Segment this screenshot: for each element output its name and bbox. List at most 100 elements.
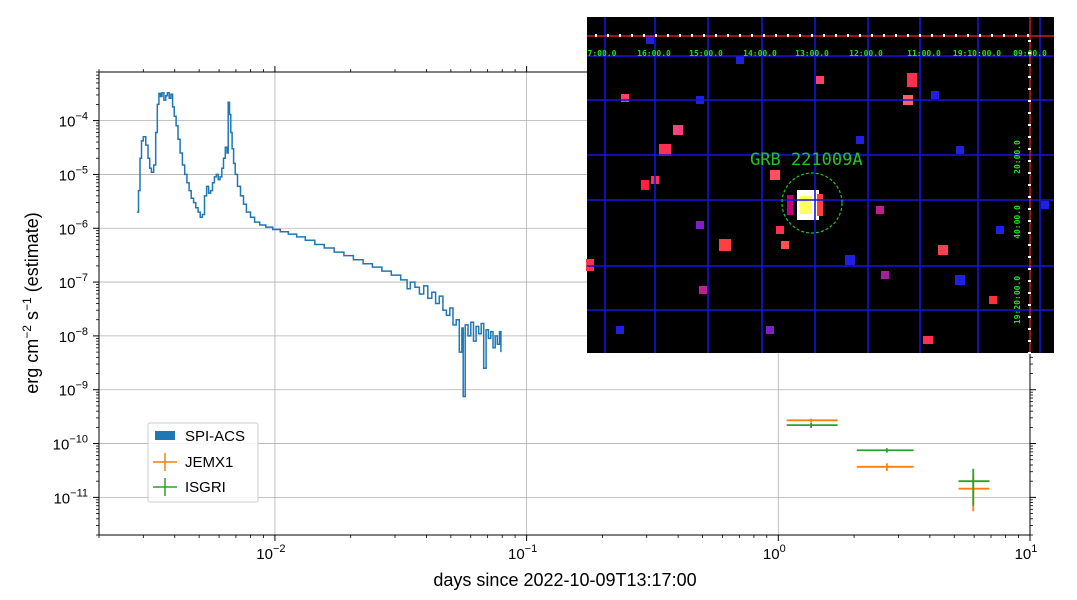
- inset-edge-tick: [1028, 196, 1031, 198]
- inset-pixel-blob: [989, 296, 997, 304]
- inset-edge-tick: [1028, 76, 1031, 78]
- inset-edge-tick: [847, 34, 849, 37]
- inset-edge-tick: [619, 34, 621, 37]
- legend-swatch-isgri: [153, 478, 177, 496]
- inset-edge-tick: [1028, 148, 1031, 150]
- y-label-mid: s: [22, 311, 42, 325]
- y-tick-label: 10−7: [59, 272, 88, 292]
- inset-edge-tick: [955, 34, 957, 37]
- errorbar-point-isgri: [958, 468, 990, 506]
- inset-edge-tick: [1028, 244, 1031, 246]
- x-tick-label: 10−1: [508, 543, 537, 563]
- legend-label-jemx1: JEMX1: [185, 454, 233, 471]
- legend-label-spi-acs: SPI-ACS: [185, 428, 245, 445]
- x-tick-label: 10−2: [256, 543, 285, 563]
- inset-ra-label: 13:00.0: [795, 49, 829, 58]
- inset-edge-tick: [631, 34, 633, 37]
- inset-pixel-blob: [586, 259, 594, 271]
- legend-box: [147, 422, 259, 503]
- inset-pixel-blob: [781, 241, 789, 249]
- inset-edge-tick: [1028, 220, 1031, 222]
- inset-edge-tick: [1028, 232, 1031, 234]
- inset-edge-tick: [1015, 34, 1017, 37]
- inset-pixel-blob: [856, 136, 864, 144]
- inset-edge-tick: [1028, 304, 1031, 306]
- inset-edge-tick: [691, 34, 693, 37]
- inset-edge-tick: [1028, 352, 1031, 354]
- series-layer: [136, 91, 990, 512]
- inset-pixel-blob: [621, 94, 629, 102]
- inset-pixel-blob: [938, 245, 948, 255]
- legend-swatch-spi-acs: [155, 431, 175, 440]
- inset-edge-tick: [991, 34, 993, 37]
- inset-edge-tick: [1028, 124, 1031, 126]
- inset-pixel-blob: [817, 194, 823, 216]
- inset-edge-tick: [763, 34, 765, 37]
- inset-pixel-blob: [816, 76, 824, 84]
- y-tick-label: 10−10: [53, 434, 88, 454]
- inset-edge-tick: [679, 34, 681, 37]
- inset-edge-tick: [787, 34, 789, 37]
- inset-pixel-blob: [876, 206, 884, 214]
- inset-pixel-blob: [673, 125, 683, 135]
- inset-edge-tick: [895, 34, 897, 37]
- errorbar-point-jemx1: [856, 463, 914, 471]
- inset-edge-tick: [751, 34, 753, 37]
- inset-pixel-blob: [923, 336, 933, 344]
- y-tick-label: 10−11: [53, 487, 88, 507]
- inset-pixel-blob: [907, 73, 917, 87]
- inset-edge-tick: [1028, 112, 1031, 114]
- inset-edge-tick: [1028, 340, 1031, 342]
- inset-edge-tick: [775, 34, 777, 37]
- inset-edge-tick: [1003, 34, 1005, 37]
- inset-ra-label: 12:00.0: [849, 49, 883, 58]
- inset-edge-tick: [1028, 40, 1031, 42]
- inset-pixel-blob: [787, 195, 793, 215]
- inset-edge-tick: [643, 34, 645, 37]
- inset-edge-tick: [1028, 160, 1031, 162]
- inset-pixel-blob: [800, 196, 812, 214]
- inset-pixel-blob: [641, 180, 649, 190]
- inset-edge-tick: [823, 34, 825, 37]
- inset-pixel-blob: [736, 56, 744, 64]
- legend-label-isgri: ISGRI: [185, 479, 226, 496]
- y-tick-label: 10−8: [59, 326, 88, 346]
- y-label-exp2: −1: [20, 297, 34, 311]
- inset-dec-label: 40:00.0: [1013, 205, 1022, 239]
- legend: SPI-ACS JEMX1 ISGRI: [147, 422, 259, 503]
- inset-edge-tick: [1028, 184, 1031, 186]
- inset-edge-tick: [1028, 328, 1031, 330]
- grb-label: GRB 221009A: [750, 150, 863, 170]
- inset-pixel-blob: [1041, 201, 1049, 209]
- series-spi-acs-line: [136, 91, 502, 398]
- inset-edge-tick: [1028, 292, 1031, 294]
- inset-edge-tick: [1028, 280, 1031, 282]
- inset-ra-label: 14:00.0: [743, 49, 777, 58]
- inset-edge-tick: [595, 34, 597, 37]
- y-label-suffix: (estimate): [22, 212, 42, 297]
- inset-sky-image: 7:00.0 16:00.0 15:00.0 14:00.0 13:00.0 12:00.…: [586, 17, 1054, 354]
- inset-pixel-blob: [659, 144, 671, 156]
- inset-ra-label: 15:00.0: [689, 49, 723, 58]
- inset-edge-tick: [1027, 34, 1029, 37]
- inset-ra-label: 16:00.0: [637, 49, 671, 58]
- inset-edge-tick: [1028, 316, 1031, 318]
- inset-coordinate-grid: [587, 17, 1054, 353]
- inset-edge-tick: [655, 34, 657, 37]
- inset-edge-tick: [1028, 136, 1031, 138]
- inset-edge-tick: [1028, 208, 1031, 210]
- inset-edge-tick: [943, 34, 945, 37]
- grb-circle: [781, 172, 843, 234]
- inset-edge-tick: [739, 34, 741, 37]
- inset-edge-tick: [667, 34, 669, 37]
- inset-pixel-blob: [955, 275, 965, 285]
- inset-edge-tick: [1028, 268, 1031, 270]
- inset-background: [587, 17, 1054, 353]
- inset-edge-tick: [799, 34, 801, 37]
- inset-edge-tick: [1028, 52, 1031, 54]
- inset-pixel-blob: [881, 271, 889, 279]
- inset-edge-tick: [811, 34, 813, 37]
- inset-edge-tick: [1028, 100, 1031, 102]
- inset-pixel-blob: [646, 36, 654, 44]
- inset-edge-tick: [703, 34, 705, 37]
